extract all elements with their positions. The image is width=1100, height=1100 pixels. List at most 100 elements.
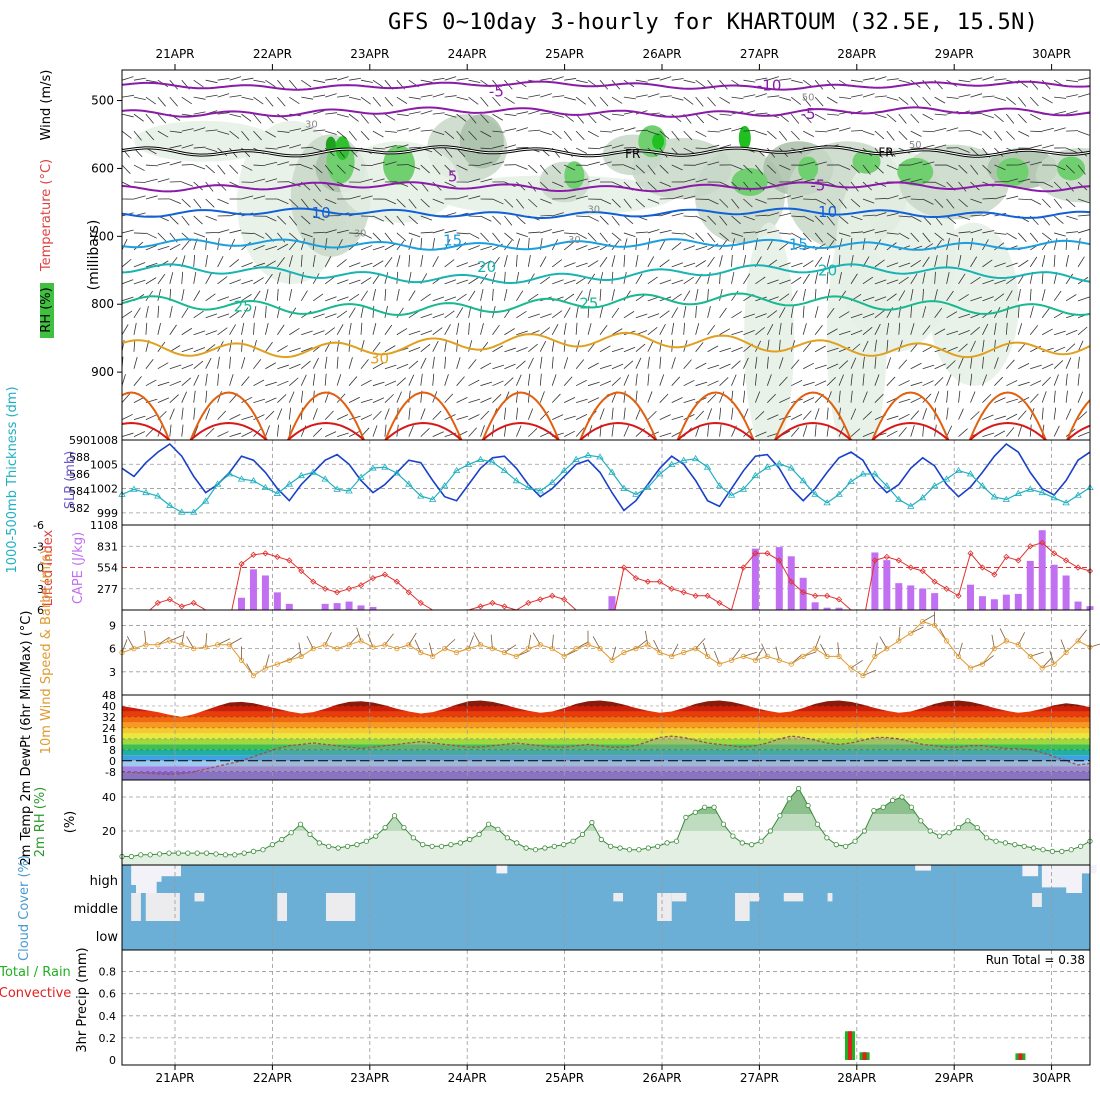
wind-barb: [122, 113, 134, 118]
wind-barb: [599, 232, 608, 243]
wind-speed-marker: [585, 642, 591, 648]
wind-barb: [731, 330, 744, 336]
wind-barb: [492, 364, 505, 370]
wind-barb: [444, 130, 455, 139]
wind-barb: [217, 431, 229, 437]
wind-barb: [193, 215, 203, 225]
wind-barb: [743, 231, 756, 234]
wind-barb: [432, 256, 439, 268]
cape-bar: [369, 606, 377, 610]
wind-barb: [169, 243, 181, 251]
boundary-layer-isotherm: [122, 391, 171, 440]
wind-barb: [217, 93, 230, 98]
wind-barb: [982, 259, 993, 268]
wind-barb: [564, 279, 576, 285]
wind-barb: [348, 293, 360, 302]
wind-barb: [563, 376, 573, 386]
wind-barb: [360, 164, 374, 167]
wind-speed-marker: [525, 646, 531, 652]
wind-barb: [313, 110, 325, 115]
thickness-marker: [130, 485, 138, 492]
wind-barb: [874, 323, 881, 335]
wind-barb: [1053, 374, 1059, 386]
rh-marker: [1021, 843, 1027, 849]
wind-barb: [122, 393, 131, 403]
wind-barb: [767, 296, 779, 302]
wind-barb: [348, 262, 361, 268]
wind-barb: [910, 273, 918, 285]
wind-barb: [384, 113, 396, 121]
wind-barb: [850, 428, 861, 437]
wind-barb: [1065, 181, 1074, 192]
wind-barb: [814, 113, 826, 121]
wind-barb: [994, 397, 1006, 404]
wind-barb: [312, 373, 316, 386]
wind-barb: [779, 242, 790, 251]
wind-barb: [886, 232, 899, 235]
wind-barb: [779, 293, 790, 302]
wind-barb: [181, 215, 190, 226]
wind-barb: [408, 198, 417, 209]
rh-marker: [739, 840, 745, 846]
wind-barb: [755, 326, 765, 336]
wind-speed-marker: [250, 673, 257, 679]
wind-barb: [958, 79, 971, 83]
wind-barb: [432, 130, 445, 135]
wind-barb: [874, 356, 877, 369]
rh-marker: [965, 818, 971, 824]
wind-barb: [886, 357, 892, 369]
wind-barb: [1041, 307, 1050, 319]
wind-barb: [480, 305, 482, 318]
wind-barb: [420, 330, 433, 336]
wind-barb: [635, 273, 643, 285]
wind-barb: [336, 130, 347, 139]
wind-barb: [647, 356, 650, 369]
wind-barb: [300, 290, 308, 302]
wind-barb: [814, 325, 823, 336]
li-marker: [1039, 539, 1046, 546]
cape-tick-label: 277: [97, 583, 118, 596]
wind-barb: [587, 323, 592, 335]
thickness-marker: [895, 495, 903, 502]
li-marker: [883, 553, 890, 560]
y-axis-label-10m-wind: 10m Wind Speed & Barbs (m/s): [39, 550, 54, 755]
wind-barb: [1066, 130, 1079, 132]
wind-barb: [719, 144, 732, 149]
wind-barb: [169, 215, 179, 225]
wind-barb: [205, 273, 212, 285]
wind-barb: [647, 238, 651, 250]
wind-barb: [647, 410, 657, 420]
wind-barb: [324, 327, 336, 336]
thickness-marker: [715, 482, 724, 489]
wind-barb: [934, 144, 947, 149]
wind-barb: [528, 110, 540, 115]
wind-barb: [850, 408, 857, 420]
wind-barb: [874, 164, 884, 174]
wind-barb: [778, 322, 782, 335]
wind-barb: [587, 381, 600, 387]
rh-marker: [767, 828, 774, 834]
wind-barb: [922, 288, 924, 301]
rh-marker: [288, 830, 294, 836]
wind-speed-marker: [191, 646, 197, 652]
y-axis-label-wind: Wind (m/s): [39, 70, 54, 141]
wind-barb: [575, 379, 587, 387]
wind-barb: [217, 181, 227, 191]
wind-barb: [802, 410, 812, 420]
precip-tick-label: 0: [109, 1054, 116, 1067]
wind-speed-marker: [167, 638, 173, 644]
wind-barb: [217, 198, 229, 205]
wind-barb: [313, 215, 325, 221]
wind-barb: [1018, 178, 1031, 183]
wind-barb: [456, 415, 469, 421]
wind-barb: [265, 397, 277, 404]
wind-barb: [133, 113, 144, 122]
wind-barb: [277, 394, 287, 403]
cape-bar: [321, 603, 329, 610]
wind-speed-marker: [549, 646, 555, 652]
wind-barb: [934, 255, 938, 267]
temp-color-band: [122, 727, 1090, 734]
wind-barb: [719, 328, 731, 336]
temp-color-band: [122, 760, 1090, 767]
wind-barb: [970, 77, 983, 81]
